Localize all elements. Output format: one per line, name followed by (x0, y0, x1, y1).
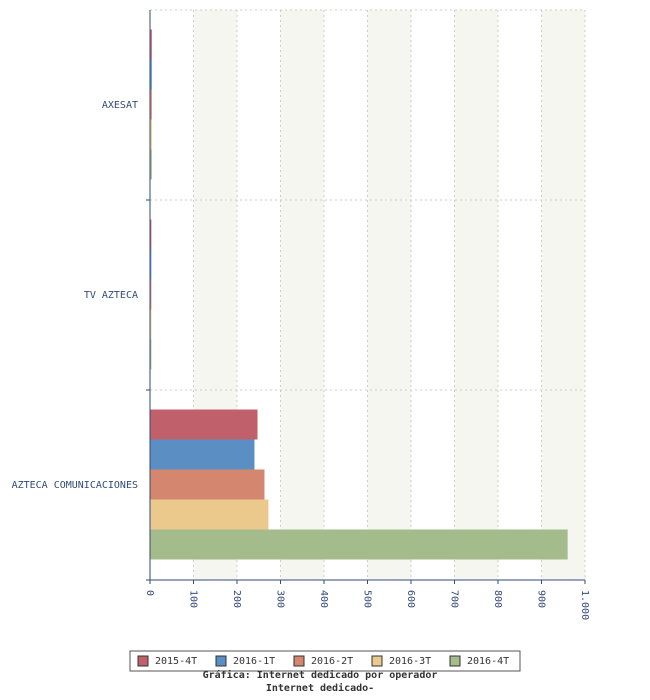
y-tick-label: AXESAT (102, 100, 138, 111)
x-tick-label: 300 (275, 590, 286, 608)
x-tick-label: 600 (405, 590, 416, 608)
x-tick-label: 900 (536, 590, 547, 608)
legend-swatch (371, 655, 383, 667)
x-tick-label: 100 (188, 590, 199, 608)
bar (149, 469, 265, 500)
x-tick-label: 400 (318, 590, 329, 608)
legend-box (129, 650, 521, 672)
x-tick-label: 800 (492, 590, 503, 608)
legend-swatch (215, 655, 227, 667)
legend-swatch (449, 655, 461, 667)
bar (149, 409, 258, 440)
x-tick-label: 200 (231, 590, 242, 608)
legend-swatch (137, 655, 149, 667)
y-tick-label: AZTECA COMUNICACIONES (12, 480, 138, 491)
subtitle: Internet dedicado- (266, 682, 374, 694)
plot-background (193, 10, 585, 580)
legend-label: 2016-3T (389, 656, 431, 667)
legend-label: 2015-4T (155, 656, 197, 667)
plot-band (280, 10, 324, 580)
y-tick-label: TV AZTECA (84, 290, 138, 301)
legend-label: 2016-4T (467, 656, 509, 667)
bar (149, 529, 568, 560)
plot-band (454, 10, 498, 580)
legend-swatch (293, 655, 305, 667)
caption: Gráfica: Internet dedicado por operador (203, 669, 438, 681)
legend-label: 2016-1T (233, 656, 275, 667)
plot-band (541, 10, 585, 580)
plot-band (367, 10, 411, 580)
bar (149, 499, 269, 530)
x-tick-label: 700 (449, 590, 460, 608)
legend-label: 2016-2T (311, 656, 353, 667)
x-tick-label: 0 (144, 590, 155, 596)
x-tick-label: 1.000 (579, 590, 590, 620)
bar (149, 439, 255, 470)
x-tick-label: 500 (362, 590, 373, 608)
